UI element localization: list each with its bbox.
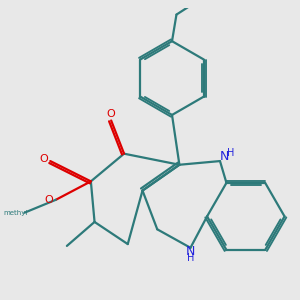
Text: H: H <box>187 253 194 263</box>
Text: O: O <box>107 109 116 119</box>
Text: O: O <box>45 195 53 205</box>
Text: N: N <box>220 150 229 163</box>
Text: H: H <box>226 148 234 158</box>
Text: N: N <box>186 245 195 258</box>
Text: O: O <box>39 154 48 164</box>
Text: methyl: methyl <box>3 210 27 216</box>
